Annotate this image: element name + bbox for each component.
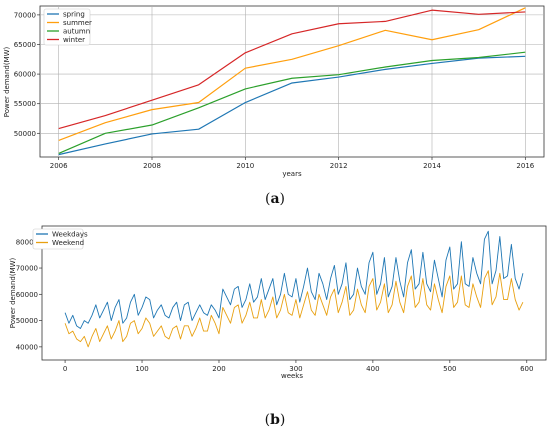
chart-a-y-ticks: 50000 55000 60000 65000 70000 [14,11,40,138]
chart-a-x-tick-label: 2012 [330,162,348,170]
chart-b-series-line-weekdays [64,230,524,329]
chart-a-x-tick-label: 2014 [423,162,441,170]
chart-b-x-axis-label: weeks [281,372,303,380]
chart-a-x-tick-label: 2010 [236,162,254,170]
caption-b-letter: b [270,412,280,428]
chart-a-y-tick-label: 55000 [14,100,36,108]
chart-a-x-tick-label: 2016 [516,162,534,170]
chart-b-y-tick-label: 40000 [16,343,38,351]
chart-a: 2006 2008 2010 2012 2014 2016 50000 55000 60000… [3,5,545,178]
chart-b-y-tick-label: 50000 [16,317,38,325]
chart-b: 0 100 200 300 400 500 600 40000 50000 60000 70000… [9,225,547,380]
chart-a-grid [40,6,544,157]
chart-b-x-tick-label: 600 [520,365,533,373]
chart-a-x-tick-label: 2006 [50,162,68,170]
chart-a-x-ticks: 2006 2008 2010 2012 2014 2016 [50,157,535,170]
chart-a-y-tick-label: 60000 [14,71,36,79]
chart-b-plot-area [41,225,547,361]
chart-b-y-tick-label: 70000 [16,265,38,273]
chart-b-x-tick-label: 100 [135,365,148,373]
caption-b: (b) [265,412,286,428]
chart-a-y-tick-label: 70000 [14,11,36,19]
chart-b-y-tick-label: 60000 [16,291,38,299]
chart-a-legend-label: spring [63,11,85,19]
chart-a-legend-label: autumn [63,28,90,36]
chart-b-lines [64,230,524,348]
chart-a-series-line-winter [58,9,526,130]
caption-a: (a) [265,191,285,207]
chart-a-legend-label: summer [63,19,92,27]
chart-a-y-tick-label: 50000 [14,130,36,138]
chart-b-x-tick-label: 0 [63,365,67,373]
chart-a-series-line-spring [58,55,526,156]
chart-a-series-line-autumn [58,51,526,155]
chart-b-legend-label: Weekdays [52,231,88,239]
chart-b-legend-label: Weekend [52,239,84,247]
chart-b-x-ticks: 0 100 200 300 400 500 600 [63,360,533,373]
chart-b-y-tick-label: 80000 [16,238,38,246]
chart-a-y-axis-label: Power demand(MW) [3,46,11,117]
chart-a-lines [58,7,526,156]
caption-a-letter: a [270,191,279,207]
chart-a-series-line-summer [58,7,526,141]
chart-a-y-tick-label: 65000 [14,41,36,49]
chart-b-x-tick-label: 500 [443,365,456,373]
chart-a-x-tick-label: 2008 [143,162,161,170]
chart-b-series-line-weekend [64,270,524,348]
chart-b-y-axis-label: Power demand(MW) [9,257,17,328]
chart-a-x-axis-label: years [282,170,302,178]
chart-a-legend-label: winter [63,36,85,44]
chart-b-x-tick-label: 300 [289,365,302,373]
chart-a-plot-area [39,5,545,158]
chart-b-x-tick-label: 200 [212,365,225,373]
chart-a-legend-box [43,8,91,46]
chart-b-y-ticks: 40000 50000 60000 70000 80000 [16,238,42,351]
chart-b-x-tick-label: 400 [366,365,379,373]
